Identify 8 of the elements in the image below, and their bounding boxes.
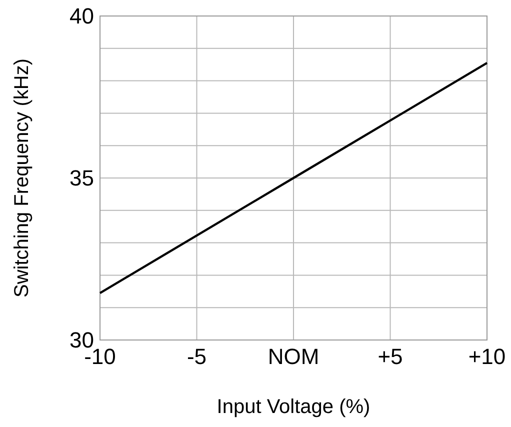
x-axis-title: Input Voltage (%) bbox=[216, 396, 370, 418]
y-tick-label: 40 bbox=[70, 4, 94, 29]
x-tick-label: -5 bbox=[186, 344, 207, 369]
x-tick-label: NOM bbox=[268, 344, 320, 369]
x-tick-label: +5 bbox=[378, 344, 403, 369]
x-tick-label: +10 bbox=[468, 344, 506, 369]
y-tick-label: 35 bbox=[70, 166, 94, 191]
y-axis-title: Switching Frequency (kHz) bbox=[11, 58, 33, 298]
